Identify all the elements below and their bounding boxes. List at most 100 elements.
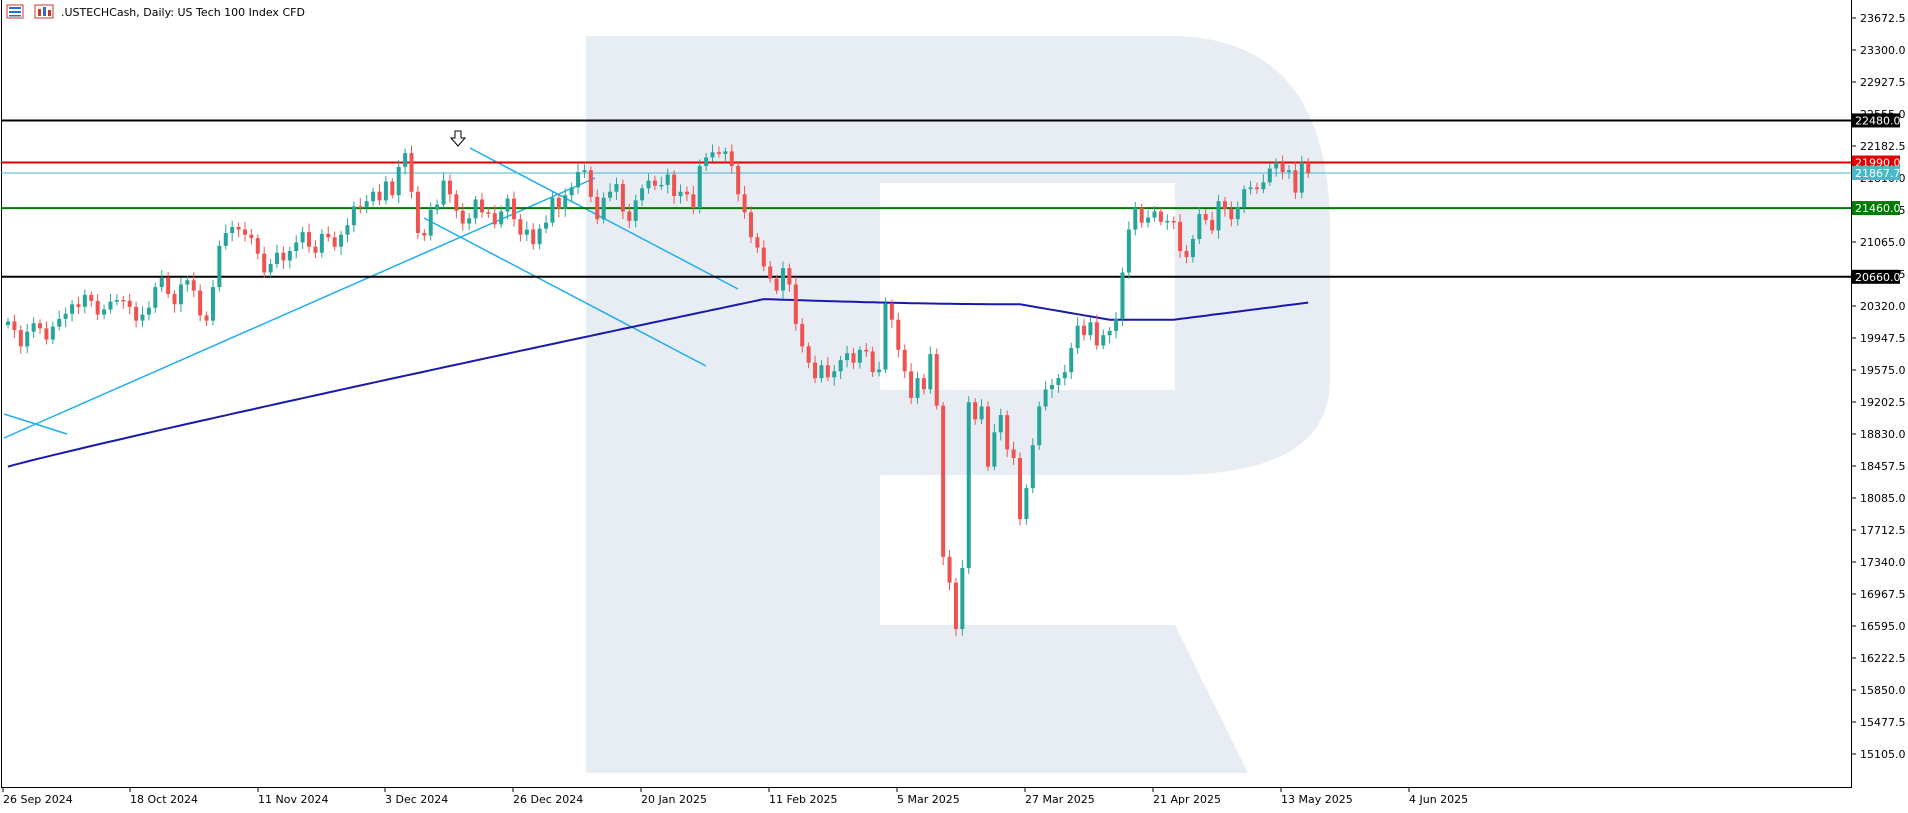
level-price-tag (1852, 201, 1900, 216)
level-price-label: 21460.0 (1855, 202, 1901, 215)
price-tick-label: 16967.5 (1860, 588, 1906, 601)
bear-candle (1017, 458, 1022, 520)
bull-candle (1248, 187, 1253, 190)
price-tick-label: 16595.0 (1860, 620, 1906, 633)
bull-candle (1152, 211, 1157, 218)
bear-candle (242, 229, 247, 235)
bull-candle (319, 233, 324, 253)
bull-candle (185, 280, 190, 285)
bull-candle (57, 318, 62, 327)
bull-candle (832, 371, 837, 378)
bull-candle (1062, 372, 1067, 379)
chart-header: .USTECHCash, Daily: US Tech 100 Index CF… (6, 4, 305, 19)
bull-candle (6, 321, 10, 325)
bear-candle (870, 351, 875, 373)
bear-candle (684, 191, 689, 195)
bull-candle (640, 188, 645, 201)
bear-candle (454, 194, 459, 211)
bear-candle (262, 253, 267, 273)
time-tick-label: 21 Apr 2025 (1153, 793, 1221, 806)
bull-candle (1190, 238, 1195, 258)
price-tick-label: 22182.5 (1860, 140, 1906, 153)
bear-candle (447, 180, 452, 195)
bear-candle (422, 232, 427, 236)
level-price-tag (1852, 166, 1900, 181)
time-axis: 26 Sep 2024 18 Oct 2024 11 Nov 2024 3 Dec 2… (2, 787, 1468, 806)
bull-candle (1050, 385, 1055, 390)
trendline-channel-lower (423, 217, 707, 367)
time-tick-label: 4 Jun 2025 (1409, 793, 1468, 806)
bear-candle (672, 174, 677, 197)
bull-candle (710, 152, 715, 158)
bear-candle (768, 266, 773, 279)
time-tick-label: 3 Dec 2024 (385, 793, 448, 806)
time-tick-label: 13 May 2025 (1281, 793, 1353, 806)
bull-candle (915, 378, 920, 398)
price-tick-label: 23672.5 (1860, 12, 1906, 25)
bull-candle (82, 294, 87, 307)
bear-candle (736, 165, 741, 195)
price-tick-label: 17712.5 (1860, 524, 1906, 537)
bull-candle (1267, 168, 1272, 183)
bull-candle (665, 174, 670, 185)
bull-candle (1287, 170, 1291, 172)
price-tick-label: 20320.0 (1860, 300, 1906, 313)
bear-candle (1210, 220, 1215, 231)
bull-candle (223, 232, 228, 246)
time-tick-label: 5 Mar 2025 (897, 793, 960, 806)
bull-candle (1235, 207, 1240, 220)
bear-candle (166, 277, 171, 294)
bull-candle (537, 228, 542, 245)
bull-candle (435, 204, 440, 210)
bear-candle (326, 233, 331, 238)
bear-candle (627, 211, 632, 221)
bear-candle (236, 226, 241, 230)
time-tick-label: 18 Oct 2024 (130, 793, 198, 806)
chart-style-icon[interactable] (34, 4, 54, 19)
bear-candle (1184, 251, 1189, 258)
level-price-tag (1852, 113, 1900, 128)
bear-candle (127, 300, 132, 307)
time-tick-label: 20 Jan 2025 (641, 793, 707, 806)
bear-candle (518, 219, 523, 235)
bull-candle (1165, 220, 1170, 223)
bull-candle (345, 225, 350, 235)
bull-candle (614, 184, 619, 192)
bull-candle (781, 268, 786, 291)
bear-candle (755, 237, 760, 248)
bull-candle (928, 354, 933, 390)
bear-candle (864, 349, 869, 352)
bull-candle (1146, 217, 1151, 223)
bear-candle (921, 378, 926, 390)
bear-candle (934, 354, 939, 406)
bull-candle (877, 369, 882, 373)
bull-candle (159, 277, 164, 288)
bull-candle (569, 187, 574, 196)
bull-candle (544, 222, 549, 229)
level-price-tag (1852, 155, 1900, 170)
bear-candle (1082, 325, 1087, 336)
bull-candle (371, 191, 376, 202)
bear-candle (492, 213, 497, 225)
bear-candle (18, 330, 23, 347)
bull-candle (1197, 214, 1202, 239)
bull-candle (102, 309, 107, 315)
bull-candle (1088, 322, 1093, 336)
bull-candle (210, 287, 215, 321)
bear-candle (595, 196, 600, 220)
bear-candle (1229, 208, 1234, 220)
bear-candle (620, 184, 625, 212)
bull-candle (838, 360, 843, 372)
price-tick-label: 15850.0 (1860, 684, 1906, 697)
bear-candle (1158, 211, 1163, 222)
bull-candle (960, 568, 965, 630)
bear-candle (787, 268, 792, 285)
bull-candle (678, 191, 683, 197)
list-icon[interactable] (6, 4, 24, 19)
bull-candle (601, 197, 606, 220)
bull-candle (178, 284, 183, 305)
bull-candle (1037, 406, 1042, 446)
bull-candle (339, 234, 344, 247)
